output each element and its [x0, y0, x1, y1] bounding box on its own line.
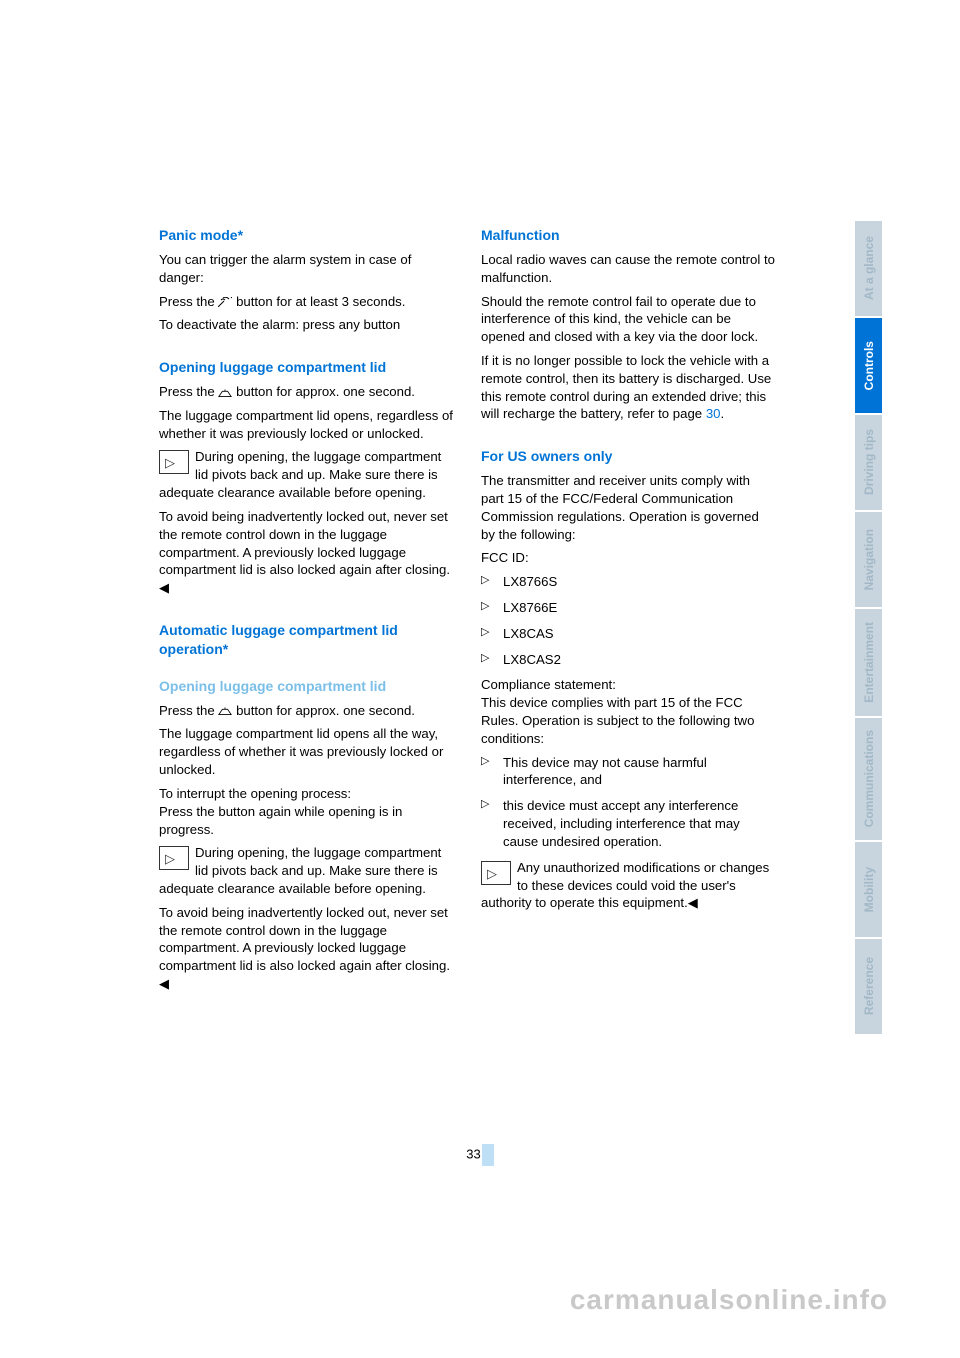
- text-fragment: button for at least 3 seconds.: [236, 294, 405, 309]
- text-fragment: To avoid being inadvertently locked out,…: [159, 905, 450, 973]
- note-icon: [159, 450, 189, 474]
- body-text: The luggage compartment lid opens all th…: [159, 725, 453, 778]
- note-paragraph: During opening, the luggage compartment …: [159, 448, 453, 501]
- trunk-icon: [218, 388, 232, 398]
- note-icon: [159, 846, 189, 870]
- note-paragraph: Any unauthorized modifications or change…: [481, 859, 775, 912]
- tab-label: Navigation: [862, 517, 876, 602]
- page-number-bar-icon: [482, 1144, 494, 1166]
- section-panic-mode: Panic mode* You can trigger the alarm sy…: [159, 226, 453, 334]
- side-tabs: At a glance Controls Driving tips Navigatio…: [855, 221, 882, 1036]
- tab-entertainment[interactable]: Entertainment: [855, 609, 882, 716]
- right-column: Malfunction Local radio waves can cause …: [481, 226, 775, 1017]
- tab-label: Controls: [862, 329, 876, 402]
- heading-open-luggage: Opening luggage compartment lid: [159, 358, 453, 377]
- tab-label: Mobility: [862, 855, 876, 924]
- list-item: this device must accept any interference…: [481, 797, 775, 850]
- body-text: This device complies with part 15 of the…: [481, 694, 775, 747]
- note-text: Any unauthorized modifications or change…: [481, 860, 769, 911]
- body-text: To avoid being inadvertently locked out,…: [159, 508, 453, 597]
- page-link[interactable]: 30: [706, 406, 721, 421]
- subheading-open-luggage: Opening luggage compartment lid: [159, 677, 453, 696]
- body-text: To deactivate the alarm: press any butto…: [159, 316, 453, 334]
- conditions-list: This device may not cause harmful interf…: [481, 754, 775, 851]
- note-icon: [481, 861, 511, 885]
- tab-controls[interactable]: Controls: [855, 318, 882, 413]
- fcc-id-list: LX8766S LX8766E LX8CAS LX8CAS2: [481, 573, 775, 668]
- heading-auto-luggage: Automatic luggage compartment lid operat…: [159, 621, 453, 659]
- page-number: 33: [466, 1146, 480, 1161]
- list-item: This device may not cause harmful interf…: [481, 754, 775, 790]
- body-text: FCC ID:: [481, 549, 775, 567]
- watermark-text: carmanualsonline.info: [570, 1284, 888, 1316]
- body-text: To avoid being inadvertently locked out,…: [159, 904, 453, 993]
- section-us-owners: For US owners only The transmitter and r…: [481, 447, 775, 912]
- list-item: LX8766S: [481, 573, 775, 591]
- end-mark-icon: ◀: [159, 579, 169, 597]
- tab-label: Communications: [862, 718, 876, 839]
- tab-label: At a glance: [862, 224, 876, 312]
- body-text: Local radio waves can cause the remote c…: [481, 251, 775, 287]
- text-fragment: .: [720, 406, 724, 421]
- end-mark-icon: ◀: [688, 894, 698, 912]
- trunk-icon: [218, 706, 232, 716]
- body-text: Press the button for approx. one second.: [159, 383, 453, 401]
- note-paragraph: During opening, the luggage compartment …: [159, 844, 453, 897]
- left-column: Panic mode* You can trigger the alarm sy…: [159, 226, 453, 1017]
- body-text: Compliance statement:: [481, 676, 775, 694]
- body-text: Press the button for at least 3 seconds.: [159, 293, 453, 311]
- text-fragment: button for approx. one second.: [236, 703, 415, 718]
- tab-label: Driving tips: [862, 417, 876, 507]
- heading-panic-mode: Panic mode*: [159, 226, 453, 245]
- text-fragment: Press the: [159, 294, 215, 309]
- page-number-area: 33: [0, 1144, 960, 1166]
- text-fragment: Press the: [159, 384, 215, 399]
- body-text: To interrupt the opening process:: [159, 785, 453, 803]
- note-text: During opening, the luggage compartment …: [159, 449, 441, 500]
- signal-icon: [218, 297, 232, 307]
- section-auto-luggage: Automatic luggage compartment lid operat…: [159, 621, 453, 659]
- body-text: The luggage compartment lid opens, regar…: [159, 407, 453, 443]
- note-text: During opening, the luggage compartment …: [159, 845, 441, 896]
- list-item: LX8CAS: [481, 625, 775, 643]
- manual-page: Panic mode* You can trigger the alarm sy…: [0, 0, 960, 1358]
- text-fragment: button for approx. one second.: [236, 384, 415, 399]
- heading-us-owners: For US owners only: [481, 447, 775, 466]
- tab-at-a-glance[interactable]: At a glance: [855, 221, 882, 316]
- text-fragment: To avoid being inadvertently locked out,…: [159, 509, 450, 577]
- body-text: The transmitter and receiver units compl…: [481, 472, 775, 543]
- body-text: You can trigger the alarm system in case…: [159, 251, 453, 287]
- body-text: If it is no longer possible to lock the …: [481, 352, 775, 423]
- tab-mobility[interactable]: Mobility: [855, 842, 882, 937]
- content-area: Panic mode* You can trigger the alarm sy…: [159, 226, 775, 1017]
- section-malfunction: Malfunction Local radio waves can cause …: [481, 226, 775, 423]
- body-text: Should the remote control fail to operat…: [481, 293, 775, 346]
- tab-label: Entertainment: [862, 610, 876, 715]
- heading-malfunction: Malfunction: [481, 226, 775, 245]
- tab-label: Reference: [862, 945, 876, 1027]
- end-mark-icon: ◀: [159, 975, 169, 993]
- section-open-luggage-2: Opening luggage compartment lid Press th…: [159, 677, 453, 993]
- list-item: LX8CAS2: [481, 651, 775, 669]
- tab-communications[interactable]: Communications: [855, 718, 882, 840]
- text-fragment: If it is no longer possible to lock the …: [481, 353, 771, 421]
- body-text: Press the button again while opening is …: [159, 803, 453, 839]
- text-fragment: Press the: [159, 703, 215, 718]
- list-item: LX8766E: [481, 599, 775, 617]
- section-open-luggage-1: Opening luggage compartment lid Press th…: [159, 358, 453, 597]
- tab-driving-tips[interactable]: Driving tips: [855, 415, 882, 510]
- tab-navigation[interactable]: Navigation: [855, 512, 882, 607]
- body-text: Press the button for approx. one second.: [159, 702, 453, 720]
- tab-reference[interactable]: Reference: [855, 939, 882, 1034]
